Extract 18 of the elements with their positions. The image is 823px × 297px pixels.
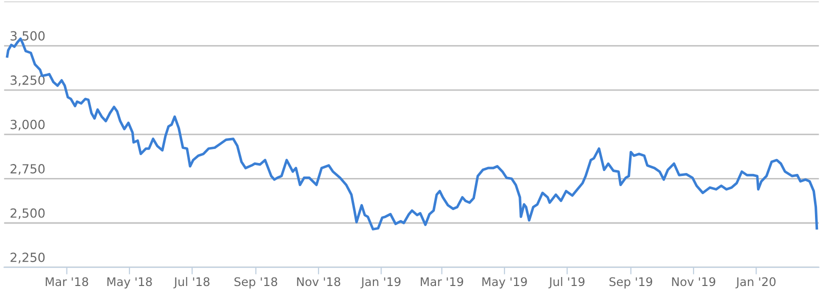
x-tick-label: Jul '18 — [173, 277, 210, 288]
x-tick-label: Nov '19 — [672, 277, 716, 286]
x-tick-label: Mar '18 — [46, 277, 88, 286]
x-tick-label: May '18 — [107, 277, 152, 288]
y-tick-label: 2,250 — [10, 252, 45, 264]
y-tick-label: 3,250 — [10, 75, 45, 86]
x-tick-label: Jan '20 — [735, 277, 776, 288]
x-tick-label: Nov '18 — [297, 277, 340, 286]
x-tick-label: Sep '19 — [610, 277, 652, 288]
y-tick-label: 3,000 — [10, 120, 45, 130]
y-tick-label: 3,500 — [10, 31, 45, 42]
x-tick-label: Mar '19 — [420, 277, 464, 286]
x-tick-label: May '19 — [482, 277, 527, 288]
y-tick-label: 2,750 — [10, 164, 45, 175]
x-tick-label: Sep '18 — [234, 277, 278, 288]
x-tick-label: Jul '19 — [548, 277, 584, 288]
y-tick-label: 2,500 — [10, 208, 45, 220]
x-tick-label: Jan '19 — [360, 277, 400, 288]
